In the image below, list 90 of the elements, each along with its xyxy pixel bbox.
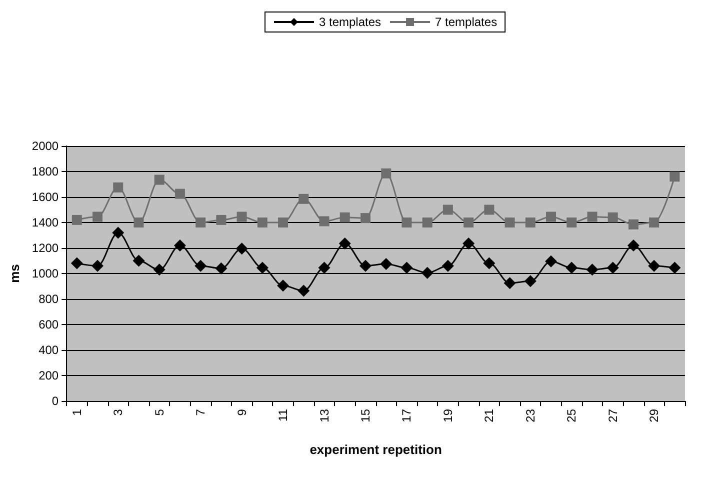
point	[586, 264, 598, 276]
x-tick-label: 3	[111, 408, 126, 416]
point	[545, 255, 558, 268]
y-tick-label: 1800	[32, 164, 59, 178]
point	[484, 204, 494, 215]
x-tick-label: 27	[606, 408, 620, 422]
point	[380, 258, 392, 270]
point	[174, 239, 186, 252]
point	[215, 262, 228, 274]
point	[236, 242, 248, 255]
x-tick-label: 23	[523, 408, 538, 422]
point	[608, 212, 618, 222]
point	[153, 264, 166, 276]
point	[627, 239, 640, 252]
point	[483, 257, 496, 270]
point	[566, 218, 577, 228]
x-tick-label: 5	[152, 408, 166, 416]
y-tick-label: 200	[38, 368, 59, 382]
point	[298, 194, 309, 204]
point	[319, 216, 330, 226]
y-tick-label: 1000	[32, 266, 59, 280]
point	[359, 260, 372, 272]
point	[196, 218, 206, 228]
x-tick-label: 9	[234, 408, 249, 416]
point	[154, 174, 164, 185]
legend-label: 3 templates	[319, 15, 382, 29]
point	[606, 262, 619, 274]
y-tick-label: 600	[38, 318, 59, 332]
point	[338, 238, 351, 250]
x-tick-label: 29	[647, 408, 662, 422]
y-tick-label: 800	[38, 292, 59, 306]
y-tick-label: 1400	[32, 216, 59, 230]
point	[400, 262, 413, 274]
point	[277, 280, 290, 292]
y-tick-label: 1600	[32, 190, 59, 204]
point	[442, 204, 453, 215]
x-tick-label: 25	[564, 408, 579, 422]
point	[422, 218, 432, 228]
point	[546, 212, 556, 222]
point	[318, 262, 330, 274]
legend-label: 7 templates	[435, 15, 498, 29]
point	[256, 262, 268, 274]
y-tick-label: 1200	[32, 241, 59, 255]
point	[216, 214, 226, 225]
x-tick-label: 15	[358, 408, 372, 422]
point	[134, 218, 144, 228]
point	[462, 238, 475, 250]
point	[132, 254, 145, 267]
point	[298, 284, 310, 297]
x-tick-label: 17	[400, 408, 414, 422]
x-tick-label: 11	[276, 408, 290, 422]
point	[442, 260, 454, 272]
point	[648, 260, 660, 272]
y-axis-title: ms	[7, 264, 22, 283]
point	[92, 212, 103, 222]
point	[72, 214, 82, 225]
point	[194, 260, 207, 272]
point	[628, 219, 638, 230]
point	[421, 266, 434, 279]
point	[524, 275, 536, 288]
y-tick-label: 400	[38, 343, 59, 357]
x-tick-label: 13	[317, 408, 332, 422]
x-tick-label: 1	[70, 408, 84, 416]
point	[236, 212, 247, 222]
point	[70, 257, 83, 270]
point	[464, 218, 474, 228]
point	[174, 188, 185, 199]
point	[112, 226, 124, 239]
x-tick-label: 7	[194, 408, 208, 416]
point	[587, 212, 598, 222]
y-tick-label: 0	[52, 394, 59, 408]
point	[566, 262, 578, 274]
point	[257, 218, 268, 228]
point	[402, 218, 412, 228]
y-tick-label: 2000	[32, 139, 59, 153]
point	[670, 172, 680, 182]
point	[504, 218, 515, 228]
point	[504, 277, 516, 290]
x-axis-title: experiment repetition	[310, 442, 442, 457]
point	[113, 182, 124, 192]
point	[649, 218, 660, 228]
point	[278, 218, 288, 228]
point	[668, 262, 681, 274]
point	[525, 218, 536, 228]
point	[92, 260, 104, 272]
point	[340, 212, 350, 222]
x-tick-label: 21	[482, 408, 496, 422]
point	[381, 168, 392, 178]
point	[360, 213, 370, 224]
x-tick-label: 19	[440, 408, 455, 422]
